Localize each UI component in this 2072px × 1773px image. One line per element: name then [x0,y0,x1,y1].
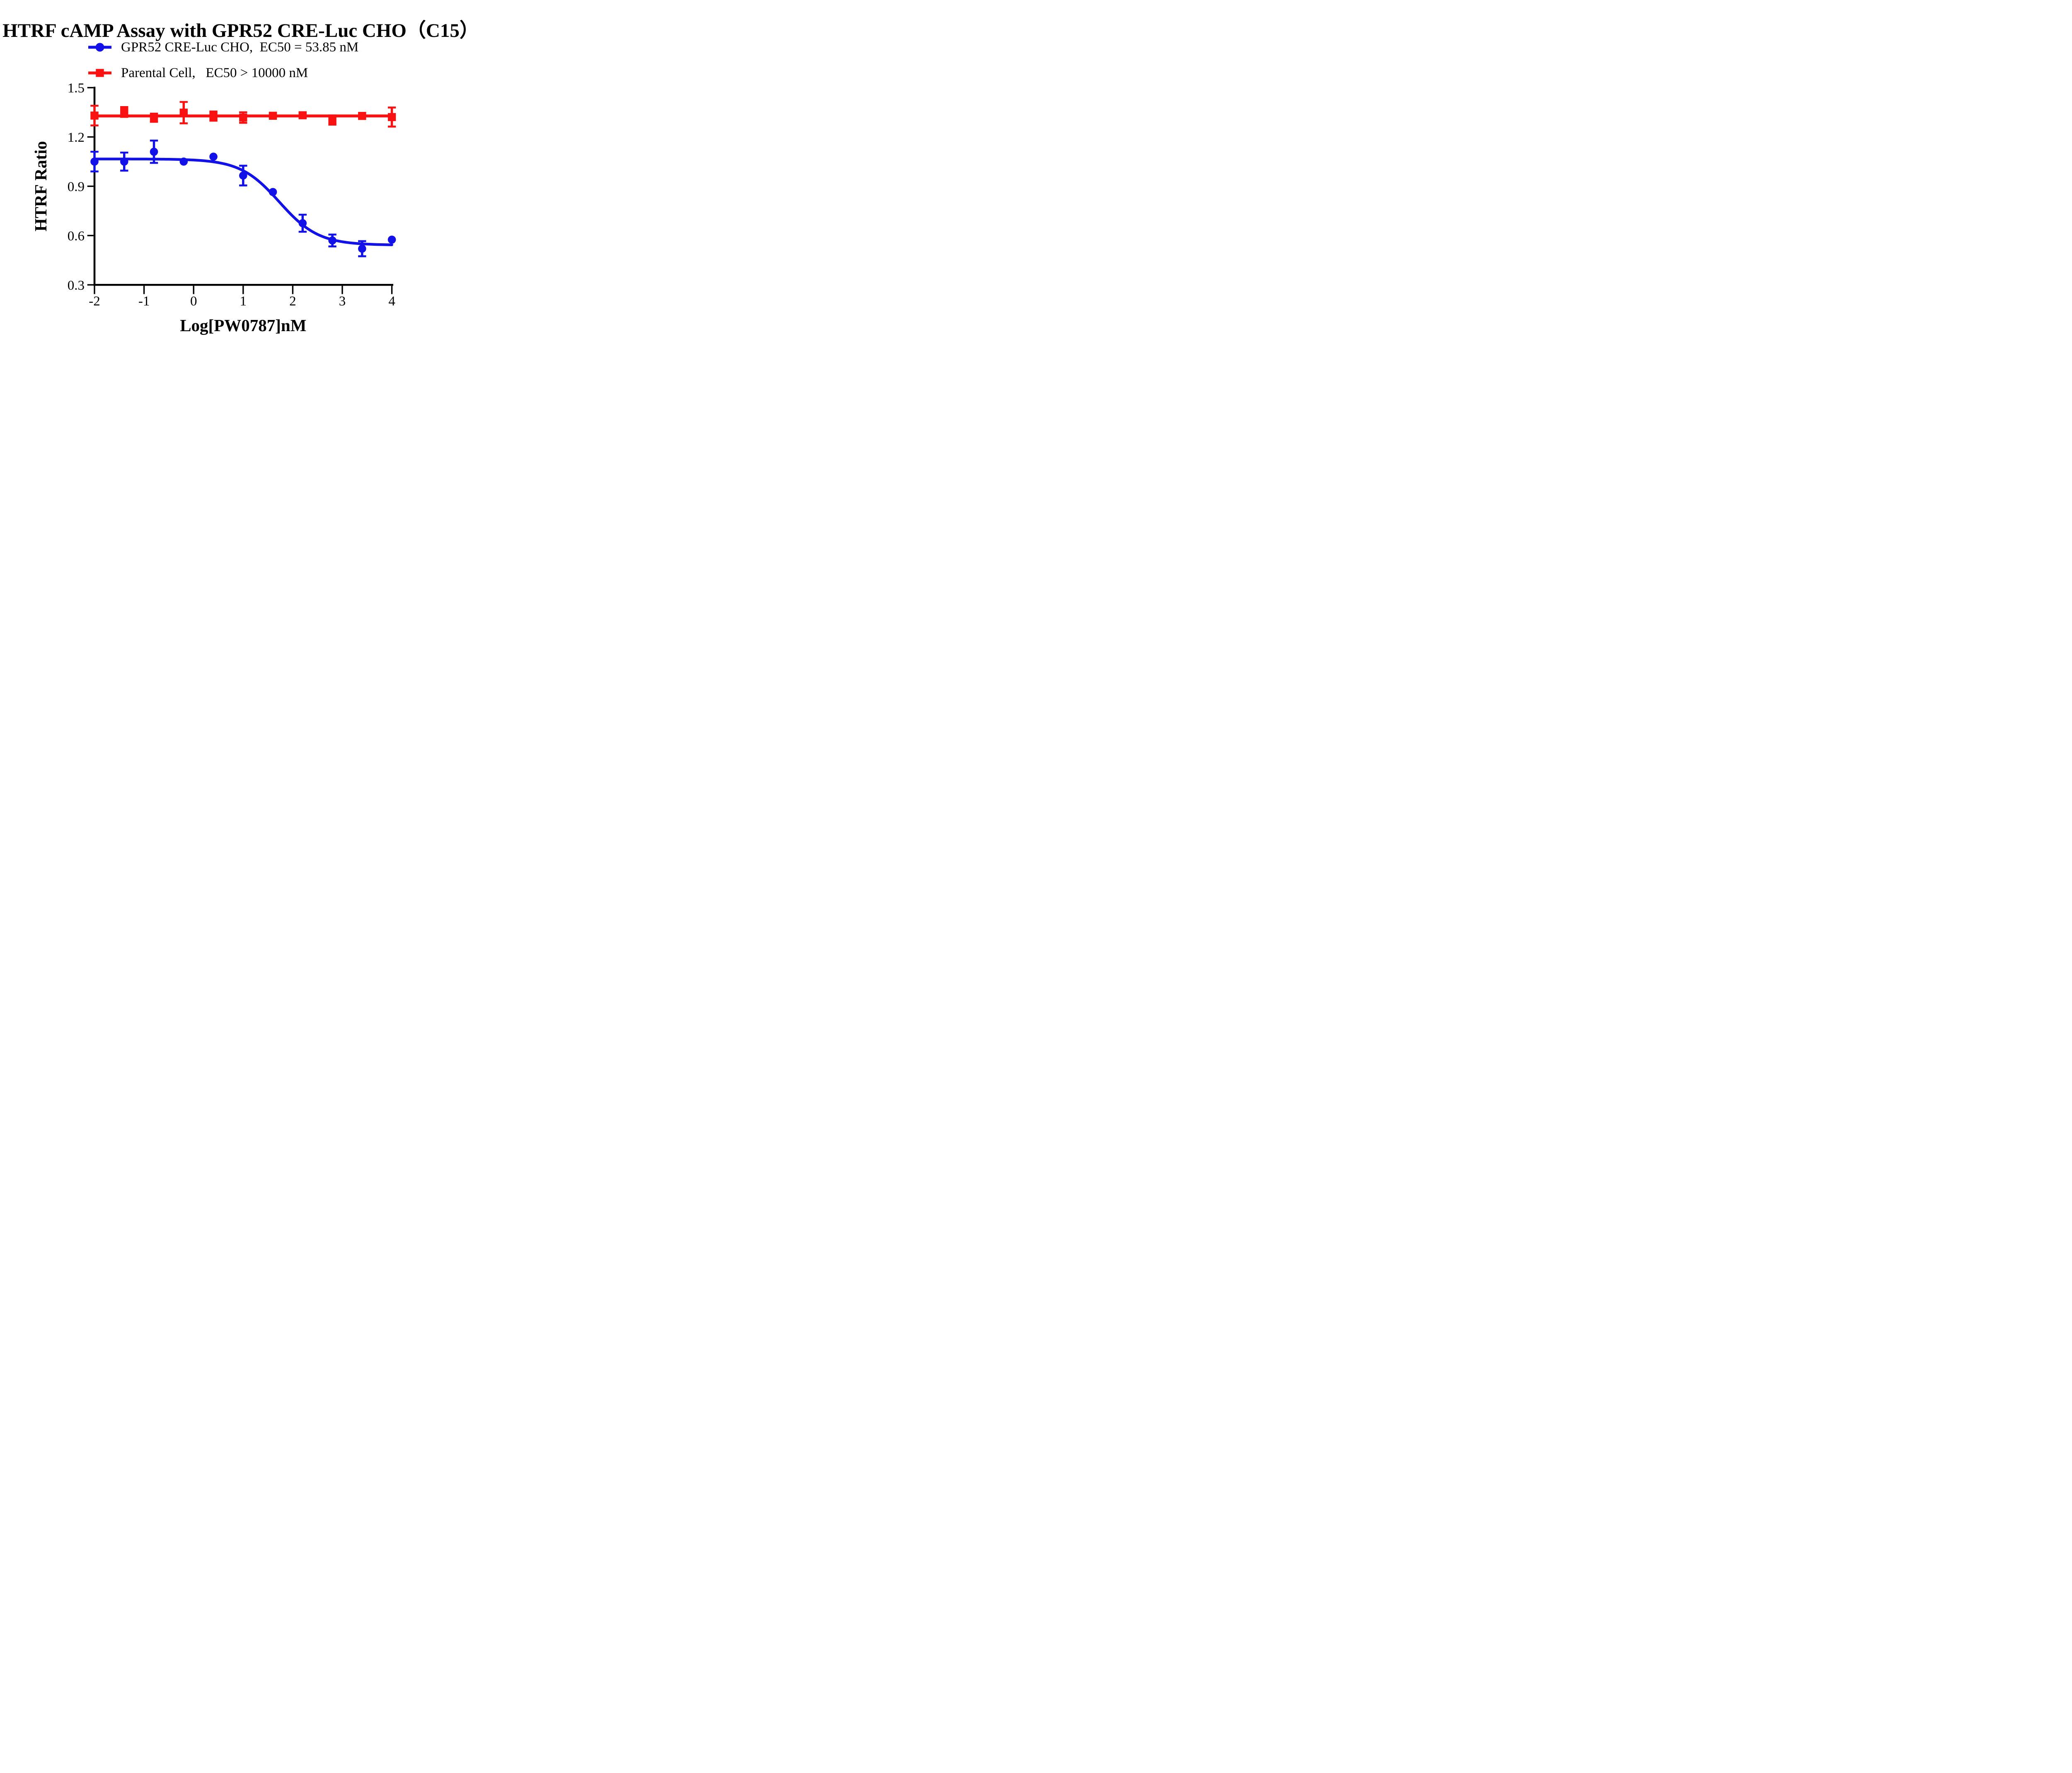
x-axis-title: Log[PW0787]nM [180,316,306,335]
data-point-gpr52-cre-luc-cho [387,235,396,244]
data-point-parental-cell [179,109,188,117]
legend-label-parental: Parental Cell, EC50 > 10000 nM [121,65,308,80]
data-point-parental-cell [150,114,158,122]
data-point-gpr52-cre-luc-cho [150,148,158,156]
legend-item-gpr52: GPR52 CRE-Luc CHO, EC50 = 53.85 nM [88,36,358,58]
data-point-gpr52-cre-luc-cho [239,171,247,180]
x-tick-label: 1 [240,294,247,309]
data-point-gpr52-cre-luc-cho [90,157,99,166]
data-point-parental-cell [90,111,99,120]
data-point-gpr52-cre-luc-cho [328,236,336,245]
y-tick-label: 1.5 [68,81,85,96]
x-tick-label: -2 [89,294,100,309]
data-point-parental-cell [358,111,366,120]
y-axis-title: HTRF Ratio [31,141,50,231]
legend-circle-glyph [95,43,104,52]
data-point-gpr52-cre-luc-cho [358,245,366,253]
legend-item-parental: Parental Cell, EC50 > 10000 nM [88,62,308,84]
y-tick-label: 0.3 [68,278,85,293]
x-tick-label: 4 [388,294,395,309]
data-point-parental-cell [239,113,247,122]
x-tick-label: -1 [138,294,150,309]
chart-title: HTRF cAMP Assay with GPR52 CRE-Luc CHO（C… [2,20,479,41]
data-point-gpr52-cre-luc-cho [209,153,218,161]
data-point-gpr52-cre-luc-cho [120,157,128,166]
x-tick-label: 3 [339,294,346,309]
data-point-parental-cell [298,111,307,119]
data-point-gpr52-cre-luc-cho [269,188,277,196]
y-tick-label: 0.9 [68,179,85,194]
data-point-parental-cell [269,111,277,120]
figure: HTRF cAMP Assay with GPR52 CRE-Luc CHO（C… [0,0,482,355]
legend-marker-square-icon [88,69,111,77]
data-point-gpr52-cre-luc-cho [179,157,188,166]
x-tick-label: 0 [190,294,197,309]
data-point-parental-cell [120,108,128,116]
data-point-parental-cell [387,113,396,121]
data-point-parental-cell [209,112,218,120]
data-point-parental-cell [328,116,336,124]
dose-response-plot: -2 -1 0 1 2 3 4 0.3 0.6 0.9 1.2 1.5 Log[PW0787]nM HTR… [31,81,396,335]
y-tick-label: 1.2 [68,130,85,145]
legend-square-glyph [96,69,104,77]
y-tick-label: 0.6 [68,229,85,244]
x-tick-label: 2 [289,294,296,309]
legend-label-gpr52: GPR52 CRE-Luc CHO, EC50 = 53.85 nM [121,39,359,55]
data-point-gpr52-cre-luc-cho [298,219,307,228]
legend-marker-circle-icon [88,43,111,52]
